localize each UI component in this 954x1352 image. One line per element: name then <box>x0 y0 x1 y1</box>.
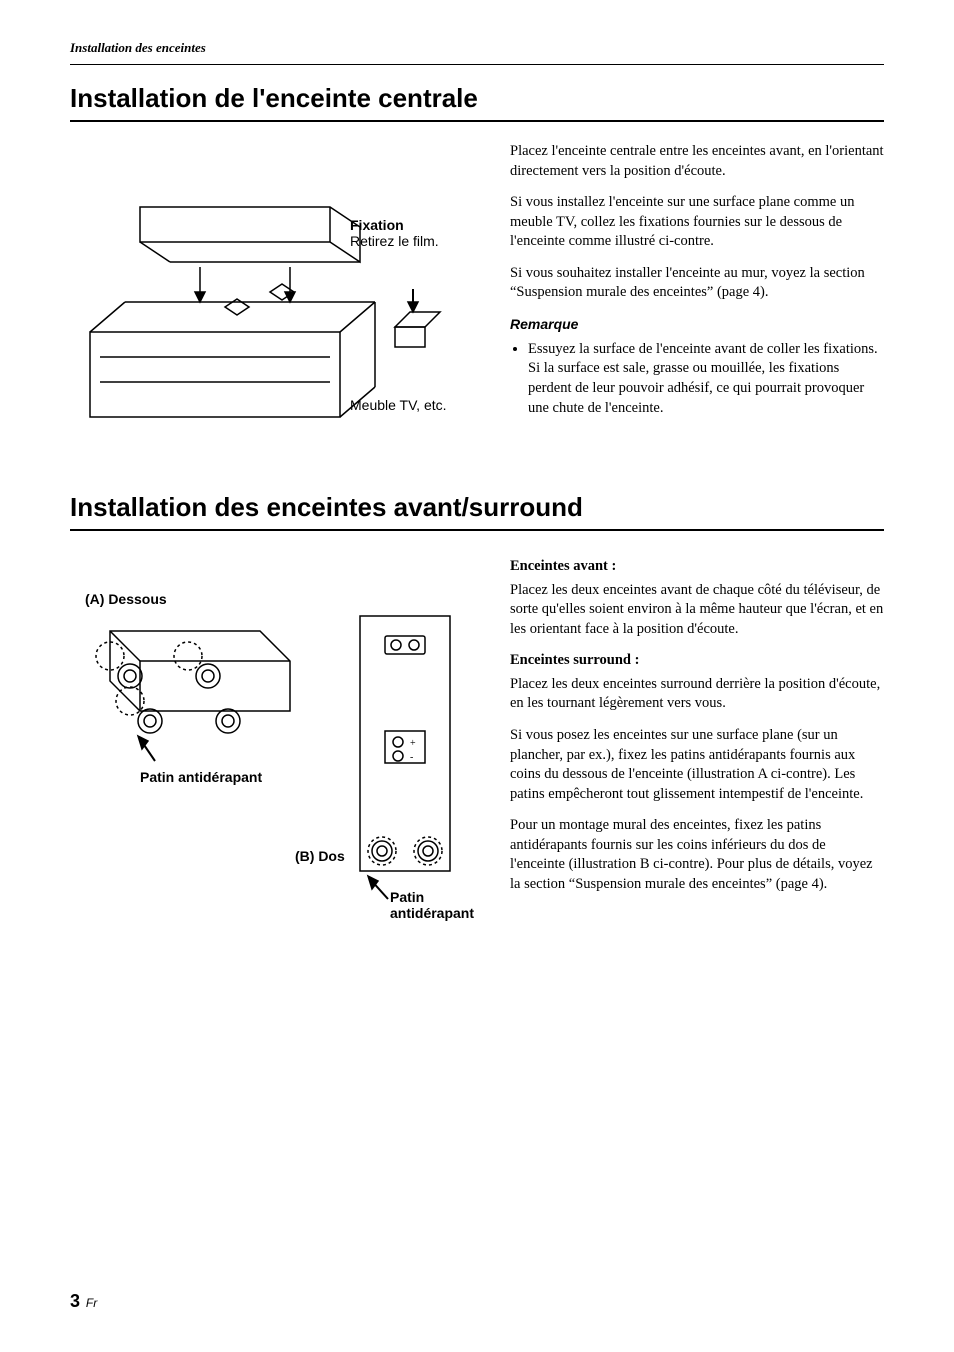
section1-title: Installation de l'enceinte centrale <box>70 83 884 122</box>
page-lang: Fr <box>86 1296 97 1310</box>
pad-label-b-2: antidérapant <box>390 905 474 921</box>
fixation-label: Fixation <box>350 217 439 233</box>
surround-para-1: Placez les deux enceintes surround derri… <box>510 675 884 714</box>
pad-label-b-1: Patin <box>390 889 474 905</box>
running-head: Installation des enceintes <box>70 40 884 65</box>
surround-para-2: Si vous posez les enceintes sur une surf… <box>510 726 884 804</box>
svg-text:+: + <box>410 738 416 749</box>
surround-head: Enceintes surround : <box>510 651 884 671</box>
s1-para-3: Si vous souhaitez installer l'enceinte a… <box>510 264 884 303</box>
svg-text:-: - <box>410 752 413 763</box>
pad-label-a: Patin antidérapant <box>140 769 262 785</box>
s1-note-1: Essuyez la surface de l'enceinte avant d… <box>528 340 884 418</box>
figure-central-speaker: Fixation Retirez le film. Meuble TV, etc… <box>70 182 470 462</box>
front-para: Placez les deux enceintes avant de chaqu… <box>510 581 884 640</box>
figure-front-surround: (A) Dessous <box>70 591 470 971</box>
s1-para-1: Placez l'enceinte centrale entre les enc… <box>510 142 884 181</box>
front-head: Enceintes avant : <box>510 557 884 577</box>
furniture-label: Meuble TV, etc. <box>350 397 447 413</box>
surround-para-3: Pour un montage mural des enceintes, fix… <box>510 816 884 894</box>
b-label: (B) Dos <box>295 848 345 864</box>
remarque-head: Remarque <box>510 315 884 334</box>
page-number-value: 3 <box>70 1291 80 1311</box>
section2-title: Installation des enceintes avant/surroun… <box>70 492 884 531</box>
a-label: (A) Dessous <box>85 591 167 607</box>
s1-para-2: Si vous installez l'enceinte sur une sur… <box>510 193 884 252</box>
fixation-sub: Retirez le film. <box>350 233 439 249</box>
page-number: 3 Fr <box>70 1291 97 1312</box>
